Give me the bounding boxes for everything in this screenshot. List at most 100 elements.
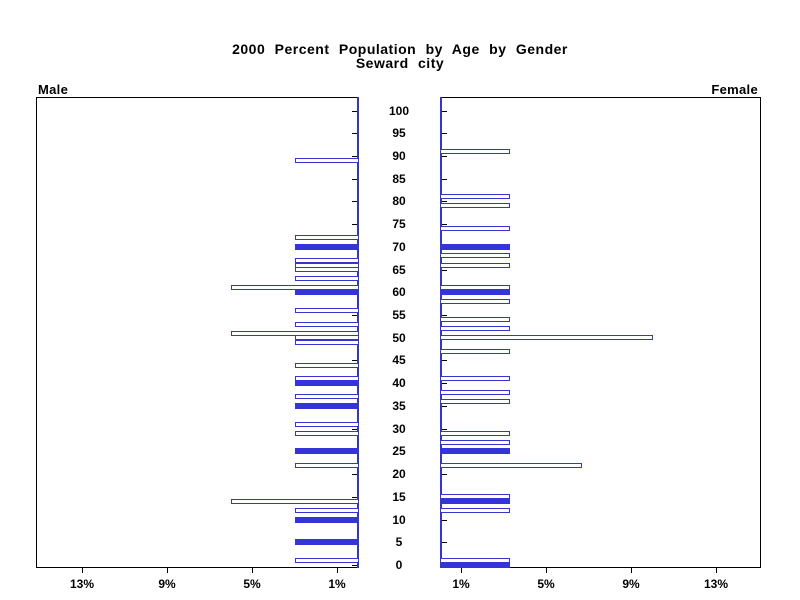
bar-female-age-70 — [440, 244, 510, 250]
female-age-tick-85 — [442, 179, 447, 180]
male-pct-tick-5 — [252, 567, 253, 573]
female-age-tick-35 — [442, 406, 447, 407]
age-tick-label-25: 25 — [392, 444, 406, 459]
bar-male-age-14 — [231, 499, 359, 504]
female-age-tick-90 — [442, 156, 447, 157]
bar-male-age-44 — [295, 363, 359, 368]
bar-female-age-50 — [440, 335, 653, 340]
bar-female-age-12 — [440, 508, 510, 513]
bar-male-age-25 — [295, 448, 359, 454]
chart-title: 2000 Percent Population by Age by Gender — [232, 41, 568, 57]
female-pct-label-1: 1% — [452, 577, 470, 591]
bar-male-age-53 — [295, 322, 359, 327]
female-pct-tick-1 — [461, 567, 462, 573]
female-panel-label: Female — [711, 82, 758, 97]
bar-female-age-27 — [440, 440, 510, 445]
age-tick-label-30: 30 — [392, 421, 406, 436]
female-age-tick-95 — [442, 133, 447, 134]
age-tick-label-5: 5 — [395, 535, 403, 550]
age-tick-label-80: 80 — [392, 194, 406, 209]
female-pct-tick-13 — [716, 567, 717, 573]
female-age-tick-30 — [442, 429, 447, 430]
age-tick-label-50: 50 — [392, 330, 406, 345]
female-pct-tick-5 — [546, 567, 547, 573]
bar-female-age-91 — [440, 149, 510, 154]
bar-female-age-41 — [440, 376, 510, 381]
bar-female-age-52 — [440, 326, 510, 331]
female-age-tick-5 — [442, 542, 447, 543]
bar-male-age-70 — [295, 244, 359, 250]
age-tick-label-35: 35 — [392, 398, 406, 413]
bar-male-age-1 — [295, 558, 359, 563]
bar-male-age-67 — [295, 258, 359, 263]
bar-male-age-31 — [295, 422, 359, 427]
female-age-tick-80 — [442, 201, 447, 202]
bar-female-age-29 — [440, 431, 510, 436]
bar-male-age-10 — [295, 517, 359, 523]
female-pct-label-5: 5% — [537, 577, 555, 591]
chart-subtitle: Seward city — [355, 55, 445, 71]
age-tick-label-85: 85 — [392, 171, 406, 186]
male-age-tick-20 — [352, 474, 357, 475]
age-tick-label-65: 65 — [392, 262, 406, 277]
bar-male-age-12 — [295, 508, 359, 513]
male-pct-label-9: 9% — [158, 577, 176, 591]
male-age-tick-30 — [352, 429, 357, 430]
male-pct-tick-13 — [82, 567, 83, 573]
female-zero-axis — [440, 97, 442, 568]
bar-female-age-66 — [440, 263, 510, 268]
bar-female-age-58 — [440, 299, 510, 304]
bar-male-age-5 — [295, 539, 359, 545]
male-age-tick-85 — [352, 179, 357, 180]
female-age-tick-100 — [442, 111, 447, 112]
bar-female-age-38 — [440, 390, 510, 395]
male-age-tick-75 — [352, 224, 357, 225]
female-age-tick-75 — [442, 224, 447, 225]
age-tick-label-10: 10 — [392, 512, 406, 527]
age-tick-label-95: 95 — [392, 126, 406, 141]
female-pct-label-9: 9% — [622, 577, 640, 591]
bar-female-age-36 — [440, 399, 510, 404]
male-age-tick-15 — [352, 497, 357, 498]
bar-female-age-25 — [440, 448, 510, 454]
bar-female-age-79 — [440, 203, 510, 208]
age-tick-label-70: 70 — [392, 239, 406, 254]
age-tick-label-55: 55 — [392, 308, 406, 323]
bar-female-age-60 — [440, 289, 510, 295]
bar-male-age-60 — [295, 289, 359, 295]
male-age-tick-0 — [352, 565, 357, 566]
bar-female-age-22 — [440, 463, 582, 468]
male-age-tick-55 — [352, 315, 357, 316]
bar-male-age-65 — [295, 267, 359, 272]
bar-male-age-89 — [295, 158, 359, 163]
female-age-tick-55 — [442, 315, 447, 316]
female-age-tick-20 — [442, 474, 447, 475]
age-tick-label-0: 0 — [395, 558, 403, 572]
male-age-tick-100 — [352, 111, 357, 112]
age-tick-label-20: 20 — [392, 467, 406, 482]
bar-male-age-63 — [295, 276, 359, 281]
female-pct-label-13: 13% — [703, 577, 729, 591]
bar-female-age-14 — [440, 498, 510, 504]
female-age-tick-40 — [442, 383, 447, 384]
bar-female-age-54 — [440, 317, 510, 322]
bar-female-age-74 — [440, 226, 510, 231]
bar-female-age-47 — [440, 349, 510, 354]
bar-male-age-50 — [295, 335, 359, 340]
male-pct-label-13: 13% — [69, 577, 95, 591]
age-tick-label-75: 75 — [392, 217, 406, 232]
male-age-tick-45 — [352, 360, 357, 361]
bar-male-age-72 — [295, 235, 359, 240]
age-tick-label-45: 45 — [392, 353, 406, 368]
age-tick-label-100: 100 — [388, 103, 410, 118]
age-tick-label-15: 15 — [392, 489, 406, 504]
female-age-tick-65 — [442, 270, 447, 271]
male-panel-label: Male — [38, 82, 69, 97]
female-pct-tick-9 — [631, 567, 632, 573]
female-age-tick-10 — [442, 520, 447, 521]
bar-female-age-68 — [440, 253, 510, 258]
female-age-tick-45 — [442, 360, 447, 361]
male-age-tick-90 — [352, 156, 357, 157]
bar-male-age-49 — [295, 340, 359, 345]
age-tick-label-60: 60 — [392, 285, 406, 300]
